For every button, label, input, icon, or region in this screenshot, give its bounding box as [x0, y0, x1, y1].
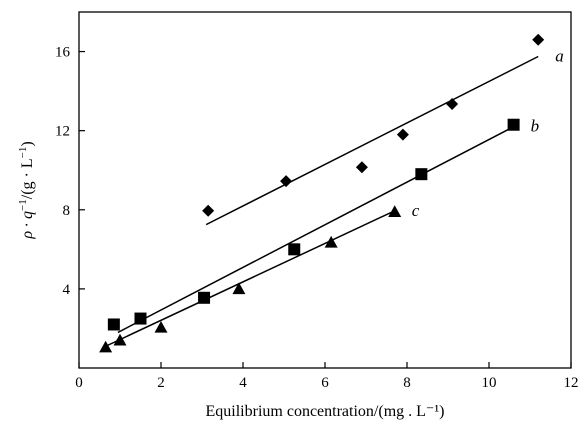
point-a-4 [446, 97, 459, 110]
series-label-a: a [555, 47, 564, 66]
x-tick-label-4: 8 [403, 375, 411, 391]
x-tick-label-6: 12 [564, 375, 579, 391]
point-c-5 [388, 205, 402, 217]
y-axis-title-end: ) [19, 141, 36, 146]
y-axis-title-sup2: −1 [17, 147, 29, 159]
series-labels: a b c [412, 47, 564, 220]
x-tick-label-0: 0 [75, 375, 83, 391]
point-b-4 [415, 168, 428, 181]
x-tick-label-5: 10 [482, 375, 497, 391]
x-tick-label-2: 4 [239, 375, 247, 391]
fit-lines [105, 55, 539, 347]
point-c-1 [113, 333, 127, 346]
y-axis-title-suffix: /(g · L [19, 158, 36, 199]
series-label-c: c [412, 201, 420, 220]
series-label-b: b [531, 117, 540, 136]
point-a-5 [532, 33, 545, 46]
point-b-5 [507, 118, 520, 131]
fit-line-c [105, 210, 396, 347]
fit-line-a [205, 55, 539, 226]
x-tick-label-1: 2 [157, 375, 165, 391]
y-tick-label-3: 16 [55, 45, 71, 61]
point-c-2 [154, 320, 168, 333]
point-a-0 [202, 204, 215, 217]
y-axis-title-prefix: ρ · q [19, 211, 36, 240]
ticks: 0 2 4 6 8 10 12 4 8 12 16 [55, 45, 579, 391]
y-tick-label-1: 8 [63, 203, 71, 219]
data-markers [99, 33, 545, 353]
point-c-0 [99, 340, 113, 353]
point-b-3 [288, 243, 301, 256]
point-a-1 [280, 175, 293, 188]
x-axis-title: Equilibrium concentration/(mg . L⁻¹) [206, 403, 445, 420]
y-tick-label-2: 12 [55, 124, 70, 140]
point-a-3 [396, 128, 409, 141]
fit-line-b [117, 126, 514, 334]
point-b-0 [107, 318, 120, 331]
point-b-1 [134, 312, 147, 325]
x-tick-label-3: 6 [321, 375, 329, 391]
y-axis-title-sup: −1 [17, 199, 29, 211]
y-axis-title: ρ · q−1/(g · L−1) [17, 141, 36, 239]
point-b-2 [198, 291, 211, 304]
y-tick-label-0: 4 [63, 282, 71, 298]
point-c-3 [232, 282, 246, 295]
point-a-2 [355, 161, 368, 174]
point-c-4 [324, 235, 338, 248]
